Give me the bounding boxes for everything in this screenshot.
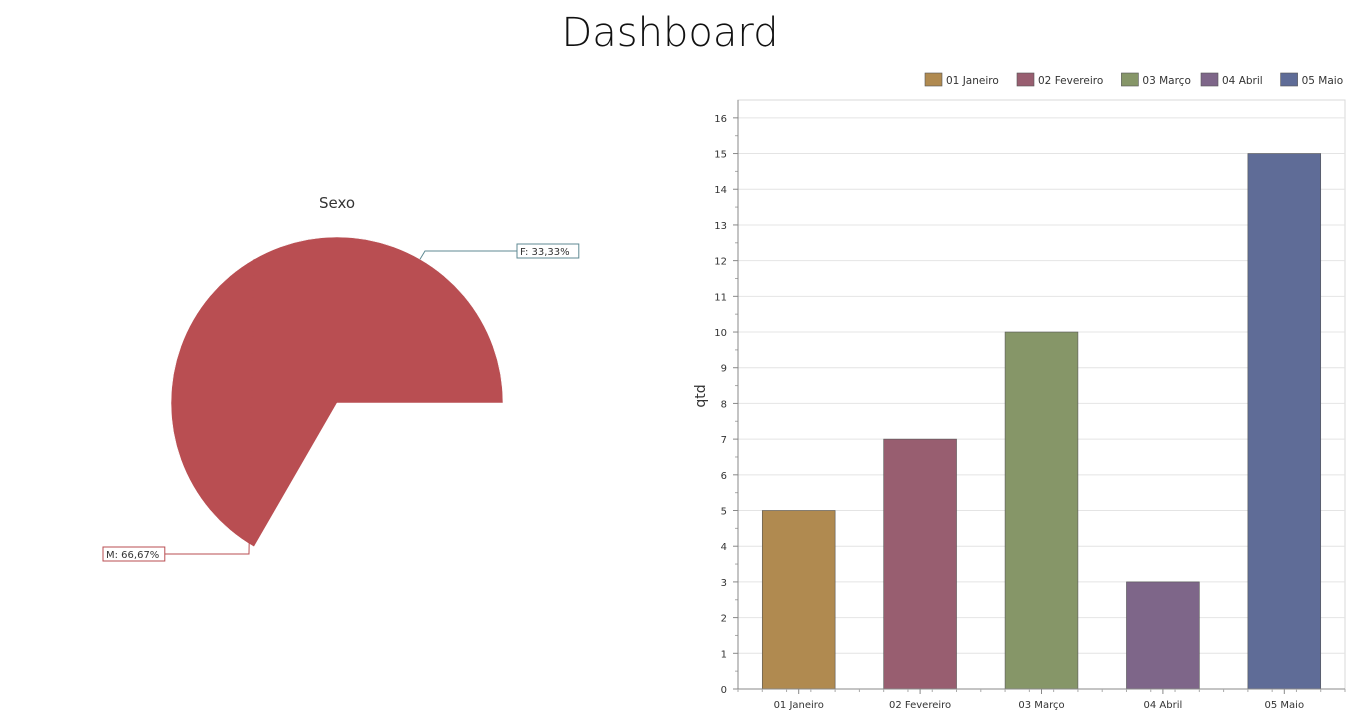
y-tick-label: 8 <box>721 399 727 410</box>
y-tick-label: 14 <box>714 185 727 196</box>
legend-item-label: 01 Janeiro <box>946 75 999 87</box>
legend-swatch <box>1200 72 1219 87</box>
legend-item-label: 02 Fevereiro <box>1038 75 1103 87</box>
legend-item-label: 04 Abril <box>1222 75 1263 87</box>
y-tick-label: 15 <box>714 150 727 161</box>
pie-title: Sexo <box>319 194 355 212</box>
x-tick-label: 05 Maio <box>1265 700 1305 711</box>
pie-label-box <box>102 546 166 562</box>
y-tick-label: 6 <box>721 471 727 482</box>
bar-2 <box>883 438 957 690</box>
y-tick-label: 1 <box>721 649 727 660</box>
pie-slice-m <box>170 236 504 548</box>
y-tick-label: 11 <box>714 292 727 303</box>
bar-4 <box>1126 581 1200 690</box>
pie-label-box <box>516 243 580 259</box>
y-tick-label: 13 <box>714 221 727 232</box>
y-tick-label: 9 <box>721 364 727 375</box>
legend-swatch <box>1016 72 1035 87</box>
y-tick-label: 2 <box>721 614 727 625</box>
x-tick-label: 04 Abril <box>1144 700 1183 711</box>
pie-chart: Sexo F: 33,33% M: 66,67% <box>102 194 580 562</box>
y-tick-label: 7 <box>721 435 727 446</box>
legend-swatch <box>924 72 943 87</box>
x-tick-label: 01 Janeiro <box>774 700 824 711</box>
page-title: Dashboard <box>561 10 779 56</box>
pie-leader-line <box>164 259 255 555</box>
legend-swatch <box>1280 72 1298 87</box>
y-tick-label: 3 <box>721 578 727 589</box>
y-tick-label: 12 <box>714 257 727 268</box>
y-tick-label: 4 <box>721 542 727 553</box>
y-tick-label: 10 <box>714 328 727 339</box>
x-tick-label: 03 Março <box>1018 700 1064 711</box>
legend-swatch <box>1121 72 1139 87</box>
bar-3 <box>1004 331 1079 690</box>
legend-item-label: 05 Maio <box>1302 75 1344 87</box>
bar-1 <box>761 510 836 690</box>
bar-chart: 01 Janeiro 02 Fevereiro 03 Março 04 Abril 05… <box>693 72 1346 711</box>
pie-label-f: F: 33,33% <box>520 247 570 258</box>
y-tick-label: 16 <box>714 114 727 125</box>
x-tick-label: 02 Fevereiro <box>889 700 951 711</box>
pie-leader-line <box>419 250 517 260</box>
legend-item-label: 03 Março <box>1142 75 1190 87</box>
pie-label-m: M: 66,67% <box>106 550 159 561</box>
y-tick-label: 5 <box>721 507 727 518</box>
bar-5 <box>1247 153 1322 690</box>
y-axis-label: qtd <box>693 384 709 407</box>
y-tick-label: 0 <box>721 685 727 696</box>
